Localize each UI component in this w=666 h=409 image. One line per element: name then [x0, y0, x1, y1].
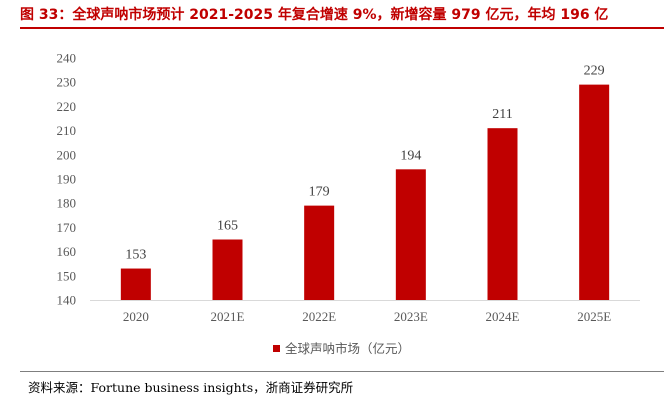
y-tick-label: 150	[57, 268, 77, 283]
figure-title: 图 33：全球声呐市场预计 2021-2025 年复合增速 9%，新增容量 97…	[20, 7, 609, 23]
y-tick-label: 190	[57, 172, 77, 187]
x-tick-label: 2022E	[302, 309, 336, 324]
data-label: 153	[125, 248, 146, 263]
legend: 全球声呐市场（亿元）	[273, 341, 410, 356]
x-tick-label: 2023E	[394, 309, 428, 324]
data-label: 211	[492, 107, 512, 122]
y-tick-label: 180	[57, 196, 77, 211]
data-label: 194	[400, 148, 421, 163]
source-divider	[20, 371, 664, 372]
bar	[395, 169, 426, 300]
y-axis: 140 150 160 170 180 190 200 210 220 230 240	[57, 51, 77, 308]
bar-chart: 140 150 160 170 180 190 200 210 220 230 240 153 165…	[57, 51, 640, 356]
y-tick-label: 210	[57, 123, 77, 138]
x-tick-label: 2020	[123, 309, 149, 324]
y-tick-label: 200	[57, 147, 77, 162]
y-tick-label: 160	[57, 244, 77, 259]
y-tick-label: 240	[57, 51, 77, 66]
bar	[212, 239, 243, 300]
y-tick-label: 140	[57, 293, 77, 308]
data-labels: 153 165 179 194 211 229	[125, 64, 604, 263]
bar	[487, 128, 518, 300]
x-tick-label: 2021E	[211, 309, 245, 324]
data-label: 165	[217, 219, 238, 234]
y-tick-label: 220	[57, 99, 77, 114]
x-axis: 2020 2021E 2022E 2023E 2024E 2025E	[123, 309, 611, 324]
source-note: 资料来源：Fortune business insights，浙商证券研究所	[28, 380, 354, 395]
title-divider	[20, 27, 664, 29]
legend-label: 全球声呐市场（亿元）	[285, 341, 410, 356]
x-tick-label: 2024E	[486, 309, 520, 324]
bar	[120, 268, 151, 300]
y-tick-label: 170	[57, 220, 77, 235]
bar	[579, 84, 610, 301]
y-tick-label: 230	[57, 75, 77, 90]
data-label: 229	[584, 64, 605, 79]
x-tick-label: 2025E	[577, 309, 611, 324]
bars	[120, 84, 610, 301]
bar	[304, 205, 335, 300]
data-label: 179	[309, 185, 330, 200]
legend-swatch	[273, 345, 280, 352]
